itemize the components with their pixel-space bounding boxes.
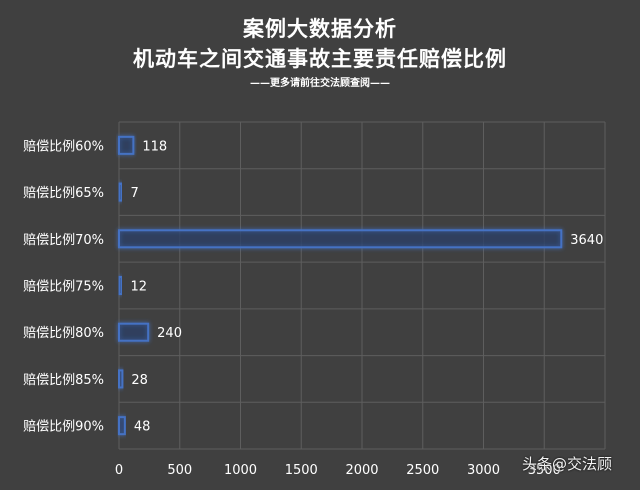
chart-subtitle: 机动车之间交通事故主要责任赔偿比例 bbox=[133, 47, 507, 71]
category-label: 赔偿比例70% bbox=[23, 233, 104, 248]
bar bbox=[118, 276, 123, 295]
bar bbox=[118, 416, 126, 436]
category-labels: 赔偿比例60% 赔偿比例65% 赔偿比例70% 赔偿比例75% 赔偿比例80% 赔偿比例8… bbox=[23, 139, 104, 434]
category-label: 赔偿比例90% bbox=[23, 420, 104, 435]
bar bbox=[118, 322, 150, 342]
data-label: 48 bbox=[134, 420, 151, 435]
x-tick-label: 3000 bbox=[467, 463, 500, 478]
watermark: 头条@交法顾 bbox=[522, 455, 613, 473]
bar bbox=[118, 182, 123, 202]
data-label: 12 bbox=[131, 280, 148, 295]
data-label: 240 bbox=[157, 326, 182, 341]
category-label: 赔偿比例85% bbox=[23, 373, 104, 388]
data-label: 28 bbox=[131, 373, 148, 388]
data-labels: 118 7 3640 12 240 28 48 bbox=[131, 139, 604, 434]
x-tick-label: 2000 bbox=[345, 463, 378, 478]
data-label: 7 bbox=[131, 186, 139, 201]
x-tick-label: 1000 bbox=[224, 463, 257, 478]
x-tick-label: 2500 bbox=[406, 463, 439, 478]
bars bbox=[118, 135, 563, 436]
category-label: 赔偿比例65% bbox=[23, 186, 104, 201]
x-tick-labels: 0 500 1000 1500 2000 2500 3000 3500 bbox=[115, 463, 561, 478]
bar bbox=[118, 135, 135, 155]
category-label: 赔偿比例60% bbox=[23, 139, 104, 154]
chart-title: 案例大数据分析 bbox=[243, 17, 397, 41]
data-label: 3640 bbox=[570, 233, 603, 248]
bar bbox=[118, 229, 563, 249]
category-label: 赔偿比例75% bbox=[23, 280, 104, 295]
title-block: 案例大数据分析 机动车之间交通事故主要责任赔偿比例 ——更多请前往交法顾查阅—— bbox=[0, 14, 640, 91]
bar bbox=[118, 369, 124, 389]
x-tick-label: 0 bbox=[115, 463, 123, 478]
chart-note: ——更多请前往交法顾查阅—— bbox=[250, 78, 390, 89]
data-label: 118 bbox=[142, 139, 167, 154]
x-tick-label: 500 bbox=[167, 463, 192, 478]
gridlines bbox=[118, 121, 606, 450]
category-label: 赔偿比例80% bbox=[23, 326, 104, 341]
x-tick-label: 3500 bbox=[528, 463, 561, 478]
x-tick-label: 1500 bbox=[285, 463, 318, 478]
